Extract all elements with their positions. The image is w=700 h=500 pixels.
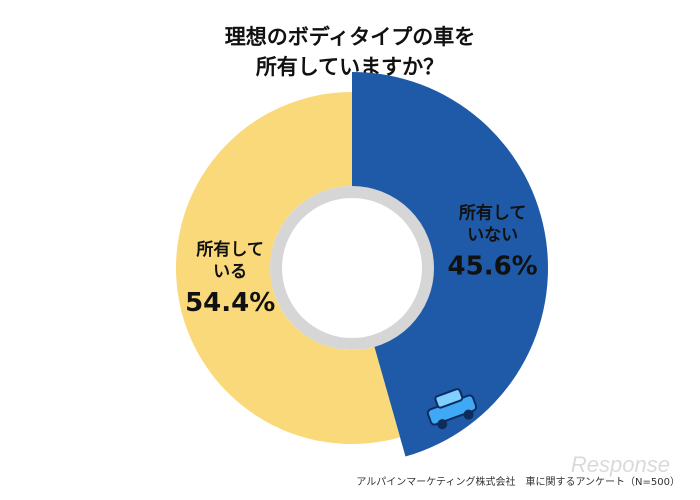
slice-label-line1: 所有して	[196, 239, 264, 260]
slice-value-label: 45.6%	[448, 251, 538, 281]
slice-value-label: 54.4%	[185, 288, 275, 318]
inner-ring	[270, 186, 434, 350]
car-icon	[426, 388, 478, 430]
chart-title: 理想のボディタイプの車を 所有していますか？	[0, 22, 700, 82]
donut-hole	[285, 201, 419, 335]
slice-label-line2: いる	[213, 262, 247, 282]
pie-slice-2	[176, 92, 401, 444]
pie-slice-1	[352, 72, 548, 457]
title-line-1: 理想のボディタイプの車を	[224, 25, 476, 49]
source-note: アルパインマーケティング株式会社 車に関するアンケート（N=500）	[356, 477, 680, 488]
title-line-2: 所有していますか？	[255, 55, 445, 79]
watermark: Response	[570, 452, 670, 477]
slice-label-line1: 所有して	[459, 202, 527, 223]
slice-label-line2: いない	[467, 225, 518, 245]
